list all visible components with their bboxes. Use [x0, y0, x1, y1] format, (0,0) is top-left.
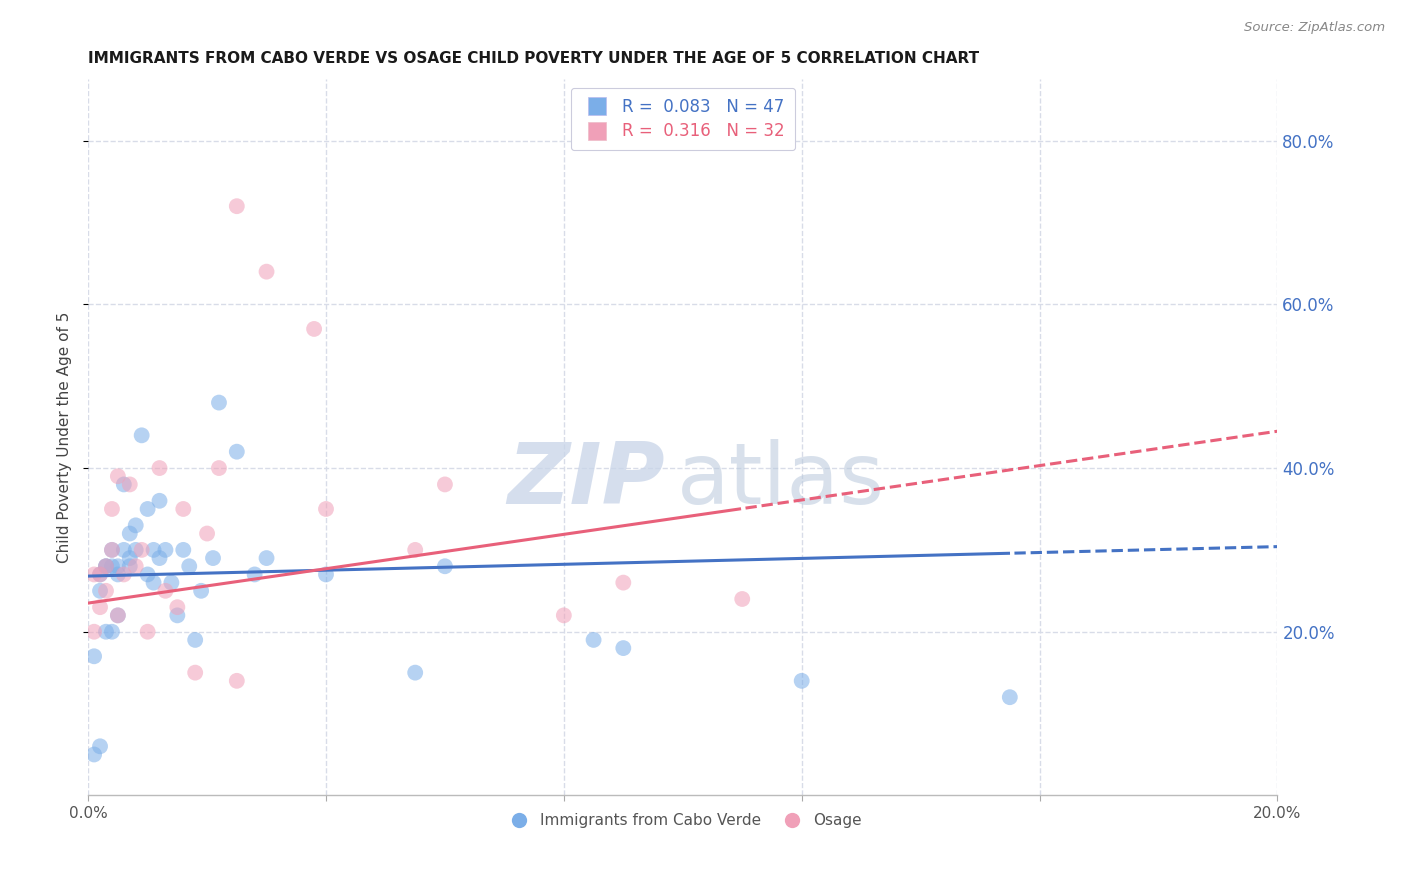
Point — [107, 559, 129, 574]
Point — [89, 583, 111, 598]
Point — [131, 542, 153, 557]
Point — [101, 542, 124, 557]
Point — [101, 624, 124, 639]
Point — [148, 461, 170, 475]
Point — [155, 583, 177, 598]
Point — [433, 559, 456, 574]
Point — [195, 526, 218, 541]
Point — [83, 747, 105, 762]
Point — [148, 551, 170, 566]
Point — [94, 559, 117, 574]
Point — [612, 641, 634, 656]
Point — [89, 567, 111, 582]
Point — [433, 477, 456, 491]
Point — [404, 665, 426, 680]
Point — [107, 608, 129, 623]
Point — [142, 542, 165, 557]
Point — [553, 608, 575, 623]
Point — [83, 567, 105, 582]
Text: atlas: atlas — [676, 439, 884, 522]
Point — [89, 739, 111, 754]
Point — [101, 502, 124, 516]
Point — [136, 567, 159, 582]
Point — [83, 649, 105, 664]
Point — [118, 559, 141, 574]
Point — [208, 461, 231, 475]
Point — [112, 542, 135, 557]
Point — [94, 583, 117, 598]
Point — [125, 518, 148, 533]
Point — [184, 665, 207, 680]
Point — [142, 575, 165, 590]
Point — [118, 526, 141, 541]
Point — [101, 559, 124, 574]
Point — [155, 542, 177, 557]
Point — [184, 632, 207, 647]
Point — [998, 690, 1021, 705]
Point — [612, 575, 634, 590]
Point — [136, 624, 159, 639]
Point — [202, 551, 225, 566]
Point — [136, 502, 159, 516]
Point — [404, 542, 426, 557]
Point — [179, 559, 201, 574]
Point — [790, 673, 813, 688]
Point — [107, 567, 129, 582]
Point — [225, 444, 247, 458]
Point — [125, 542, 148, 557]
Point — [112, 477, 135, 491]
Point — [582, 632, 605, 647]
Point — [89, 600, 111, 615]
Point — [315, 502, 337, 516]
Point — [131, 428, 153, 442]
Text: ZIP: ZIP — [508, 439, 665, 522]
Text: Source: ZipAtlas.com: Source: ZipAtlas.com — [1244, 21, 1385, 34]
Point — [160, 575, 183, 590]
Point — [94, 624, 117, 639]
Point — [225, 199, 247, 213]
Point — [166, 608, 188, 623]
Point — [125, 559, 148, 574]
Text: IMMIGRANTS FROM CABO VERDE VS OSAGE CHILD POVERTY UNDER THE AGE OF 5 CORRELATION: IMMIGRANTS FROM CABO VERDE VS OSAGE CHIL… — [89, 51, 979, 66]
Point — [225, 673, 247, 688]
Y-axis label: Child Poverty Under the Age of 5: Child Poverty Under the Age of 5 — [58, 311, 72, 563]
Point — [172, 502, 194, 516]
Point — [94, 559, 117, 574]
Point — [256, 551, 278, 566]
Point — [243, 567, 266, 582]
Point — [94, 559, 117, 574]
Point — [190, 583, 212, 598]
Point — [89, 567, 111, 582]
Point — [302, 322, 325, 336]
Point — [107, 469, 129, 483]
Point — [256, 265, 278, 279]
Point — [172, 542, 194, 557]
Point — [112, 567, 135, 582]
Point — [118, 477, 141, 491]
Legend: Immigrants from Cabo Verde, Osage: Immigrants from Cabo Verde, Osage — [498, 807, 868, 834]
Point — [101, 542, 124, 557]
Point — [731, 592, 754, 607]
Point — [107, 608, 129, 623]
Point — [118, 551, 141, 566]
Point — [315, 567, 337, 582]
Point — [208, 395, 231, 409]
Point — [166, 600, 188, 615]
Point — [148, 493, 170, 508]
Point — [83, 624, 105, 639]
